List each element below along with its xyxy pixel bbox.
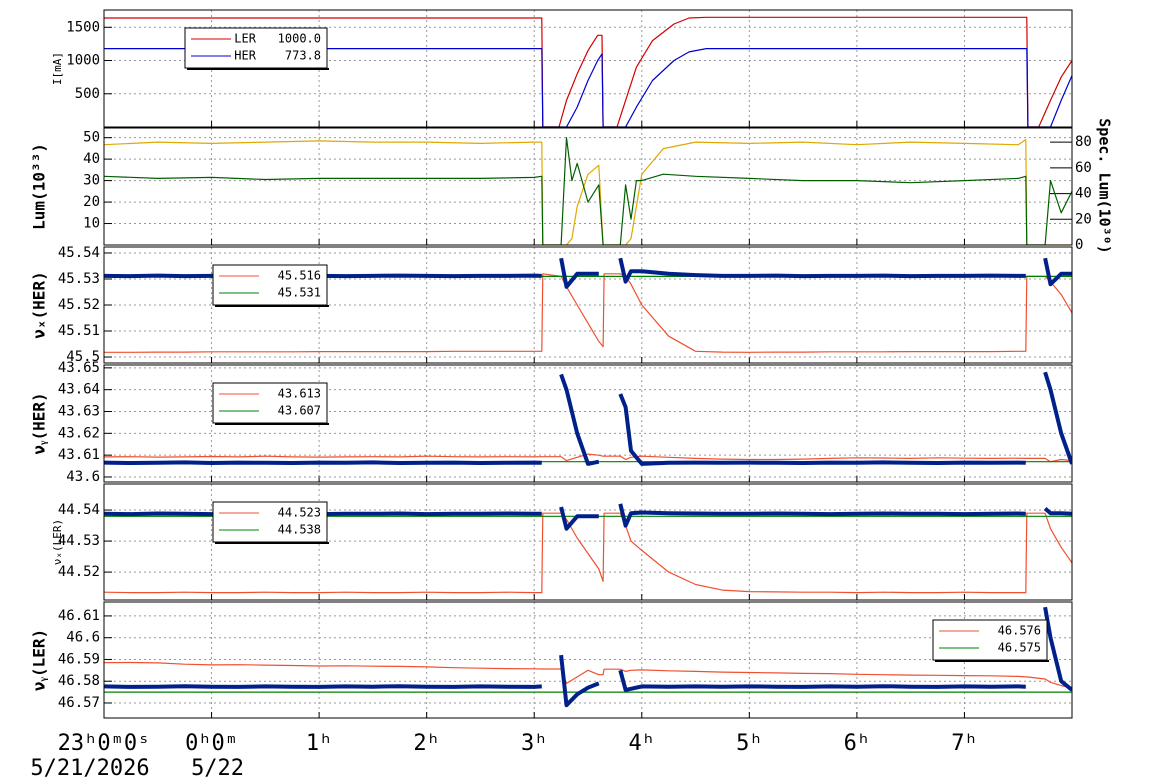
x-tick-label: 3ʰ — [521, 731, 548, 756]
y-tick-label: 30 — [83, 173, 100, 189]
y-tick-label: 43.64 — [58, 382, 100, 398]
legend-label: 46.576 — [998, 624, 1041, 638]
series-line — [104, 273, 1072, 353]
series-line — [104, 453, 1072, 463]
series-line — [104, 139, 1072, 245]
y-tick-label: 45.54 — [58, 245, 100, 261]
y-axis-label: Lum(10³³) — [30, 143, 49, 230]
legend-label: 43.607 — [278, 404, 321, 418]
x-tick-label: 23ʰ0ᵐ0ˢ — [58, 731, 151, 756]
series-line — [104, 137, 1072, 245]
legend: 44.523 44.538 — [212, 501, 329, 544]
y-axis-label: νₓ(HER) — [30, 271, 49, 338]
legend-box — [212, 382, 328, 424]
legend: 46.576 46.575 — [932, 619, 1049, 662]
legend-label: 43.613 — [278, 387, 321, 401]
x-tick-label: 0ʰ0ᵐ — [185, 731, 238, 756]
legend-label: LER 1000.0 — [234, 32, 321, 46]
x-tick-label: 4ʰ — [629, 731, 656, 756]
legend-label: 44.523 — [278, 506, 321, 520]
y-tick-label: 43.63 — [58, 403, 100, 419]
plot-frame — [103, 9, 1073, 128]
y2-axis-label: Spec. Lum(10³⁰) — [1096, 118, 1114, 253]
y-tick-label: 46.61 — [58, 608, 100, 624]
legend-label: HER 773.8 — [234, 49, 321, 63]
x-tick-label: 5ʰ — [736, 731, 763, 756]
y-tick-label: 20 — [83, 194, 100, 210]
plot-frame — [103, 601, 1073, 719]
panel: 43.6 43.61 43.62 43.63 43.64 43.65 νᵧ(HER) 43.6… — [30, 360, 1073, 485]
y2-tick-label: 0 — [1075, 237, 1083, 253]
panel: 500 1000 1500 I[mA] LER 1000.0 HER 773.8 — [51, 9, 1073, 128]
legend: LER 1000.0 HER 773.8 — [184, 27, 329, 70]
x-tick-label: 6ʰ — [844, 731, 871, 756]
y-tick-label: 43.61 — [58, 447, 100, 463]
y-axis-label: νᵧ(LER) — [30, 629, 49, 691]
tune-points — [104, 371, 1072, 466]
x-date-label: 5/22 — [191, 756, 244, 781]
y-tick-label: 1000 — [66, 53, 100, 69]
y-tick-label: 44.52 — [58, 564, 100, 580]
plot-frame — [103, 364, 1073, 483]
legend: 45.516 45.531 — [212, 264, 329, 307]
y-tick-label: 45.52 — [58, 297, 100, 313]
y-tick-label: 10 — [83, 216, 100, 232]
series-line — [104, 48, 1072, 127]
y-tick-label: 43.62 — [58, 425, 100, 441]
y-axis-label: I[mA] — [51, 52, 64, 85]
y-tick-label: 40 — [83, 151, 100, 167]
y2-tick-label: 20 — [1075, 211, 1092, 227]
panel: 23ʰ0ᵐ0ˢ 0ʰ0ᵐ 1ʰ 2ʰ 3ʰ 4ʰ 5ʰ 6ʰ 7ʰ 5/21/2026 5/22 46… — [30, 601, 1073, 781]
legend-label: 44.538 — [278, 523, 321, 537]
y-tick-label: 43.6 — [66, 469, 100, 485]
y2-tick-label: 40 — [1075, 186, 1092, 202]
series-line — [104, 512, 1072, 594]
y-tick-label: 46.6 — [66, 630, 100, 646]
panel: 10 20 30 40 50 0 20 40 60 80 Lum(10³³) Spec. Lum(10… — [30, 118, 1114, 253]
legend-box — [212, 264, 328, 306]
x-tick-label: 7ʰ — [951, 731, 978, 756]
y-tick-label: 44.54 — [58, 502, 100, 518]
y-axis-label: νₓ(LER) — [51, 519, 64, 565]
tune-points — [104, 503, 1072, 531]
legend-label: 45.516 — [278, 269, 321, 283]
plot-frame — [103, 246, 1073, 364]
y2-tick-label: 60 — [1075, 160, 1092, 176]
y-tick-label: 1500 — [66, 19, 100, 35]
plot-frame — [103, 483, 1073, 601]
plot-frame — [103, 127, 1073, 246]
y-tick-label: 50 — [83, 130, 100, 146]
series-line — [104, 661, 1072, 689]
y-tick-label: 44.53 — [58, 533, 100, 549]
x-date-label: 5/21/2026 — [30, 756, 149, 781]
y-tick-label: 46.57 — [58, 695, 100, 711]
legend-label: 45.531 — [278, 286, 321, 300]
legend: 43.613 43.607 — [212, 382, 329, 425]
x-tick-label: 2ʰ — [413, 731, 440, 756]
y-tick-label: 500 — [75, 86, 100, 102]
tune-points — [104, 257, 1072, 289]
tune-points — [104, 606, 1072, 708]
y2-tick-label: 80 — [1075, 134, 1092, 150]
legend-box — [932, 619, 1048, 661]
x-tick-label: 1ʰ — [306, 731, 333, 756]
y-tick-label: 45.53 — [58, 271, 100, 287]
y-tick-label: 43.65 — [58, 360, 100, 376]
y-tick-label: 46.58 — [58, 673, 100, 689]
y-tick-label: 45.51 — [58, 323, 100, 339]
y-tick-label: 45.5 — [66, 349, 100, 365]
legend-label: 46.575 — [998, 641, 1041, 655]
y-tick-label: 46.59 — [58, 651, 100, 667]
y-axis-label: νᵧ(HER) — [30, 392, 49, 454]
